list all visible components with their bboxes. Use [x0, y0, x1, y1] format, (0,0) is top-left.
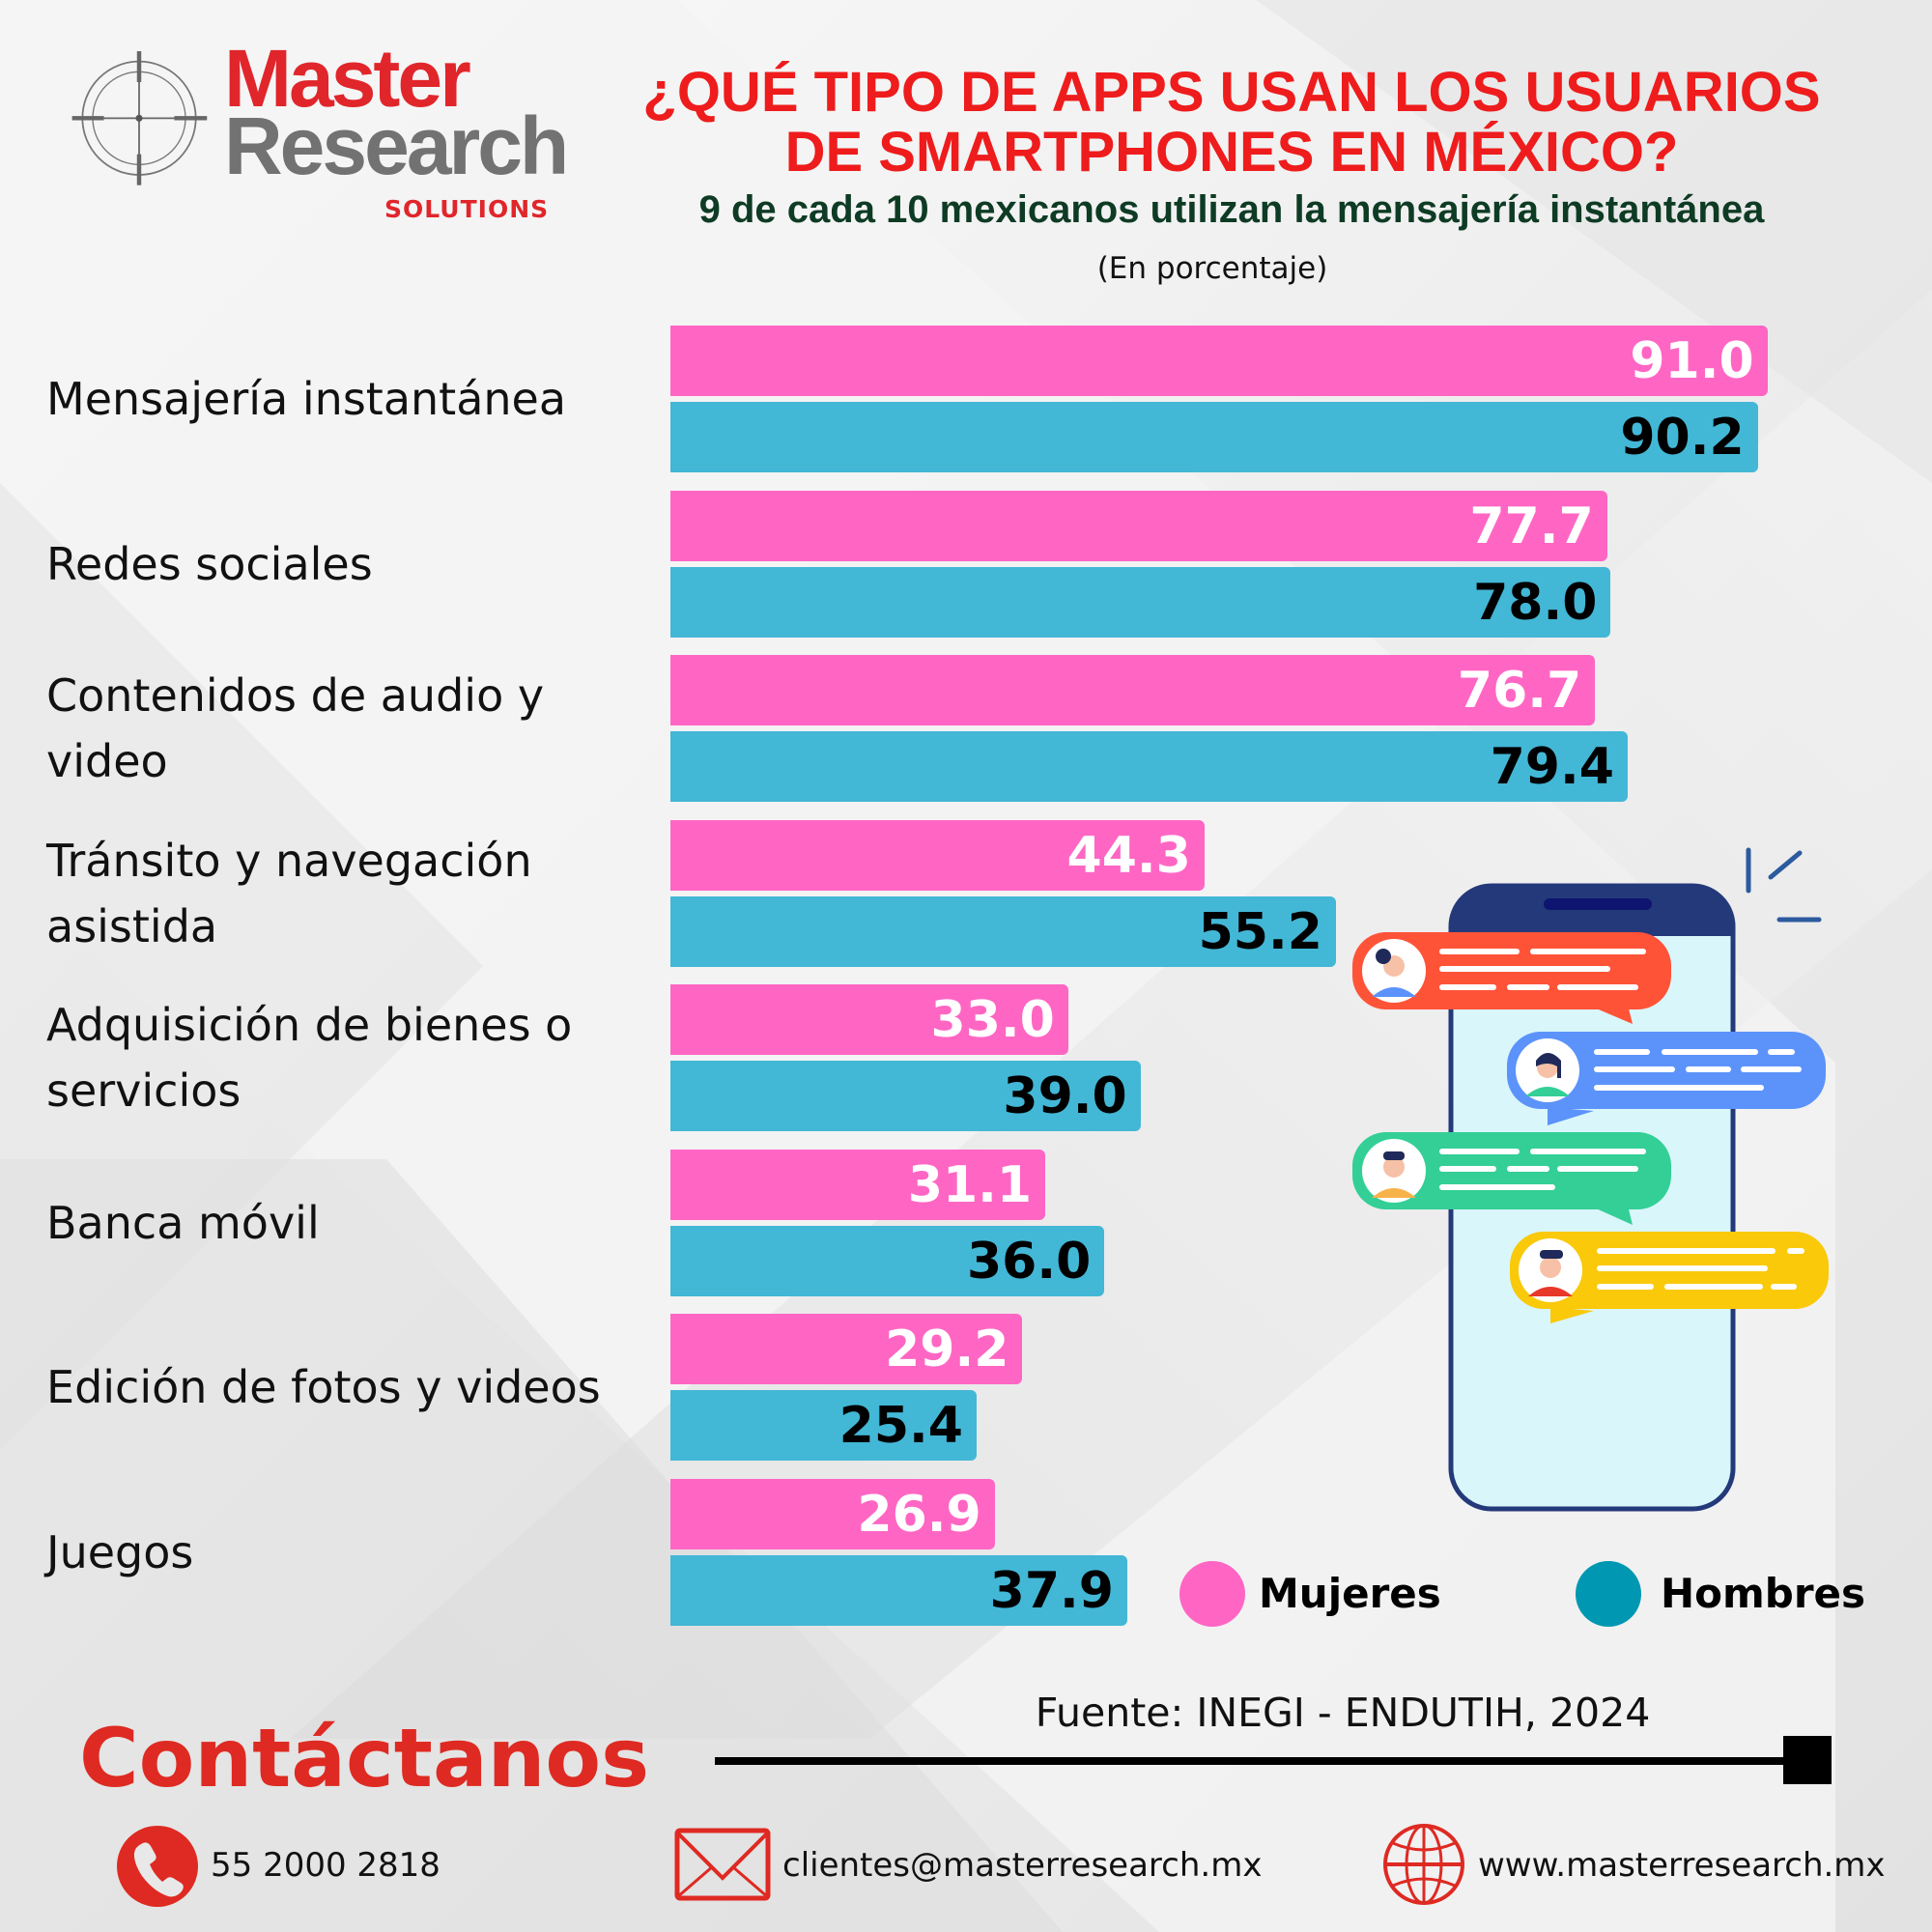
chat-bubble-blue [1507, 1032, 1826, 1125]
logo-research-text: Research [224, 100, 569, 191]
mail-icon [674, 1828, 771, 1901]
bar-value-label: 36.0 [966, 1232, 1092, 1291]
bar-mujeres: 76.7 [670, 655, 1596, 725]
chat-bubble-green [1352, 1132, 1671, 1225]
bar-mujeres: 44.3 [670, 819, 1205, 891]
crosshair-logo-icon [71, 51, 208, 185]
chart-subtitle: 9 de cada 10 mexicanos utilizan la mensa… [698, 188, 1765, 231]
category-label: Contenidos de audio y video [46, 669, 545, 787]
smartphone-chat-illustration [1352, 847, 1829, 1512]
bar-mujeres: 91.0 [670, 326, 1768, 396]
bar-value-label: 77.7 [1469, 497, 1594, 555]
bar-value-label: 26.9 [857, 1485, 981, 1544]
divider-line [715, 1757, 1787, 1765]
bar-hombres: 55.2 [670, 895, 1336, 967]
bar-hombres: 39.0 [670, 1061, 1141, 1131]
category-label: Adquisición de bienes o servicios [46, 999, 573, 1117]
bar-value-label: 39.0 [1003, 1067, 1127, 1125]
bar-value-label: 44.3 [1066, 826, 1191, 885]
contact-phone[interactable]: 55 2000 2818 [211, 1846, 440, 1885]
phone-icon [117, 1826, 198, 1907]
logo [70, 39, 224, 203]
bar-value-label: 55.2 [1198, 902, 1322, 961]
globe-icon [1383, 1824, 1464, 1905]
bar-mujeres: 29.2 [670, 1314, 1023, 1384]
chat-bubble-yellow [1510, 1232, 1829, 1323]
contact-email[interactable]: clientes@masterresearch.mx [782, 1846, 1263, 1885]
legend-label-mujeres: Mujeres [1259, 1570, 1441, 1617]
divider-end-block [1783, 1736, 1832, 1784]
bar-mujeres: 31.1 [670, 1149, 1046, 1220]
category-label: Juegos [46, 1525, 194, 1578]
contact-website[interactable]: www.masterresearch.mx [1478, 1846, 1886, 1885]
chart-title-line2: DE SMARTPHONES EN MÉXICO? [784, 121, 1679, 184]
bar-value-label: 79.4 [1490, 738, 1614, 796]
bar-value-label: 31.1 [907, 1155, 1033, 1214]
chart-title-line1: ¿QUÉ TIPO DE APPS USAN LOS USUARIOS [642, 61, 1821, 124]
logo-solutions-text: SOLUTIONS [384, 195, 550, 223]
category-label: Edición de fotos y videos [46, 1361, 601, 1413]
bar-mujeres: 26.9 [670, 1478, 995, 1549]
bar-mujeres: 77.7 [670, 490, 1607, 561]
bar-hombres: 36.0 [670, 1225, 1105, 1296]
unit-note: (En porcentaje) [1096, 251, 1328, 286]
bar-value-label: 91.0 [1630, 332, 1754, 390]
chat-bubble-red [1352, 932, 1671, 1024]
category-label: Mensajería instantánea [46, 373, 567, 425]
legend-swatch-mujeres [1179, 1561, 1245, 1627]
bar-value-label: 33.0 [930, 991, 1055, 1049]
bar-mujeres: 33.0 [670, 984, 1068, 1055]
bar-value-label: 25.4 [838, 1397, 963, 1455]
legend-swatch-hombres [1576, 1561, 1641, 1627]
bar-hombres: 37.9 [670, 1554, 1127, 1626]
bar-value-label: 90.2 [1620, 409, 1745, 467]
bar-hombres: 79.4 [670, 731, 1628, 802]
category-label: Tránsito y navegación asistida [46, 834, 532, 952]
bar-value-label: 37.9 [989, 1561, 1114, 1620]
contact-title: Contáctanos [79, 1711, 650, 1805]
bar-value-label: 76.7 [1457, 662, 1582, 720]
logo-master-text: Master [224, 33, 471, 124]
category-label: Banca móvil [46, 1196, 320, 1249]
bar-hombres: 78.0 [670, 566, 1611, 638]
notification-spark-icon [1746, 847, 1822, 923]
bar-value-label: 78.0 [1473, 573, 1598, 632]
legend-label-hombres: Hombres [1661, 1570, 1866, 1617]
source-note: Fuente: INEGI - ENDUTIH, 2024 [1035, 1690, 1651, 1736]
bar-hombres: 25.4 [670, 1390, 977, 1461]
bar-value-label: 29.2 [885, 1321, 1009, 1378]
category-label: Redes sociales [46, 537, 373, 590]
bar-hombres: 90.2 [670, 402, 1758, 472]
